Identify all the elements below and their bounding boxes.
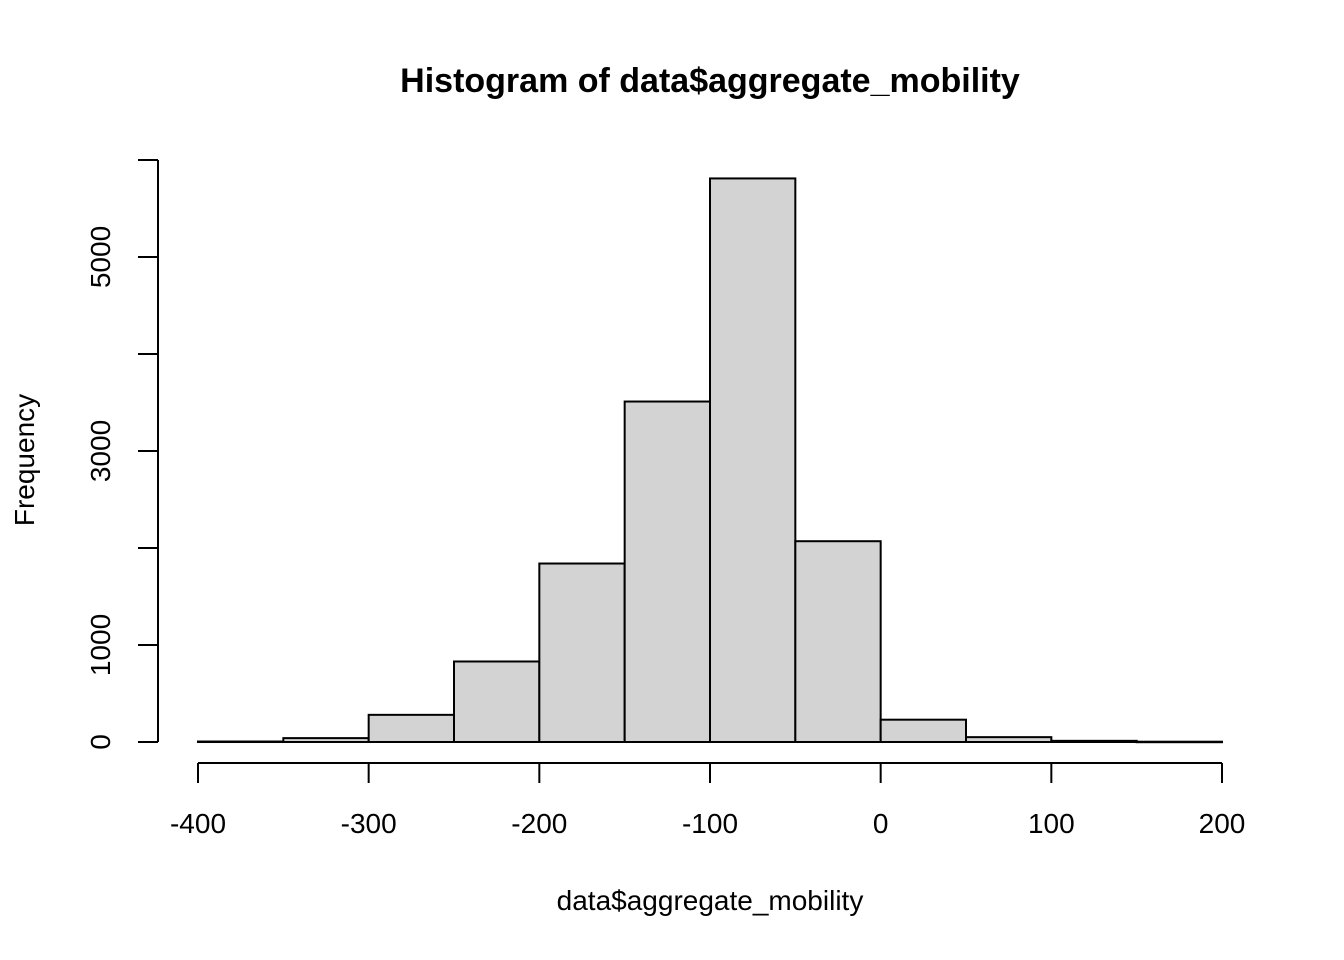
y-axis: 0 1000 3000 5000 — [85, 159, 159, 750]
histogram-bar-1 — [282, 737, 370, 743]
y-tick-label-1: 1000 — [85, 614, 116, 676]
histogram-bar-11 — [1135, 740, 1223, 744]
histogram-bar-2 — [367, 713, 455, 744]
x-axis-label: data$aggregate_mobility — [557, 885, 864, 916]
histogram-bar-7 — [794, 540, 882, 744]
x-tick-label-4: 0 — [873, 808, 889, 839]
histogram-bar-8 — [879, 718, 968, 744]
x-tick-label-3: -100 — [682, 808, 738, 839]
histogram-bar-9 — [965, 736, 1053, 744]
chart-title: Histogram of data$aggregate_mobility — [400, 62, 1020, 100]
y-tick-label-2: 3000 — [85, 420, 116, 482]
bars-group — [197, 177, 1223, 744]
histogram-bar-6 — [709, 177, 797, 743]
y-tick-label-0: 0 — [85, 734, 116, 750]
y-tick-label-3: 5000 — [85, 226, 116, 288]
histogram-bar-3 — [453, 660, 541, 743]
histogram-bar-5 — [623, 400, 712, 743]
histogram-bar-10 — [1050, 739, 1138, 743]
histogram-bar-0 — [197, 740, 285, 744]
x-axis: -400 -300 -200 -100 0 100 200 — [170, 762, 1246, 839]
x-tick-label-6: 200 — [1199, 808, 1246, 839]
x-tick-label-1: -300 — [341, 808, 397, 839]
x-tick-label-5: 100 — [1028, 808, 1075, 839]
y-axis-label: Frequency — [9, 394, 40, 526]
histogram-bar-4 — [538, 562, 626, 744]
x-tick-label-2: -200 — [511, 808, 567, 839]
x-tick-label-0: -400 — [170, 808, 226, 839]
